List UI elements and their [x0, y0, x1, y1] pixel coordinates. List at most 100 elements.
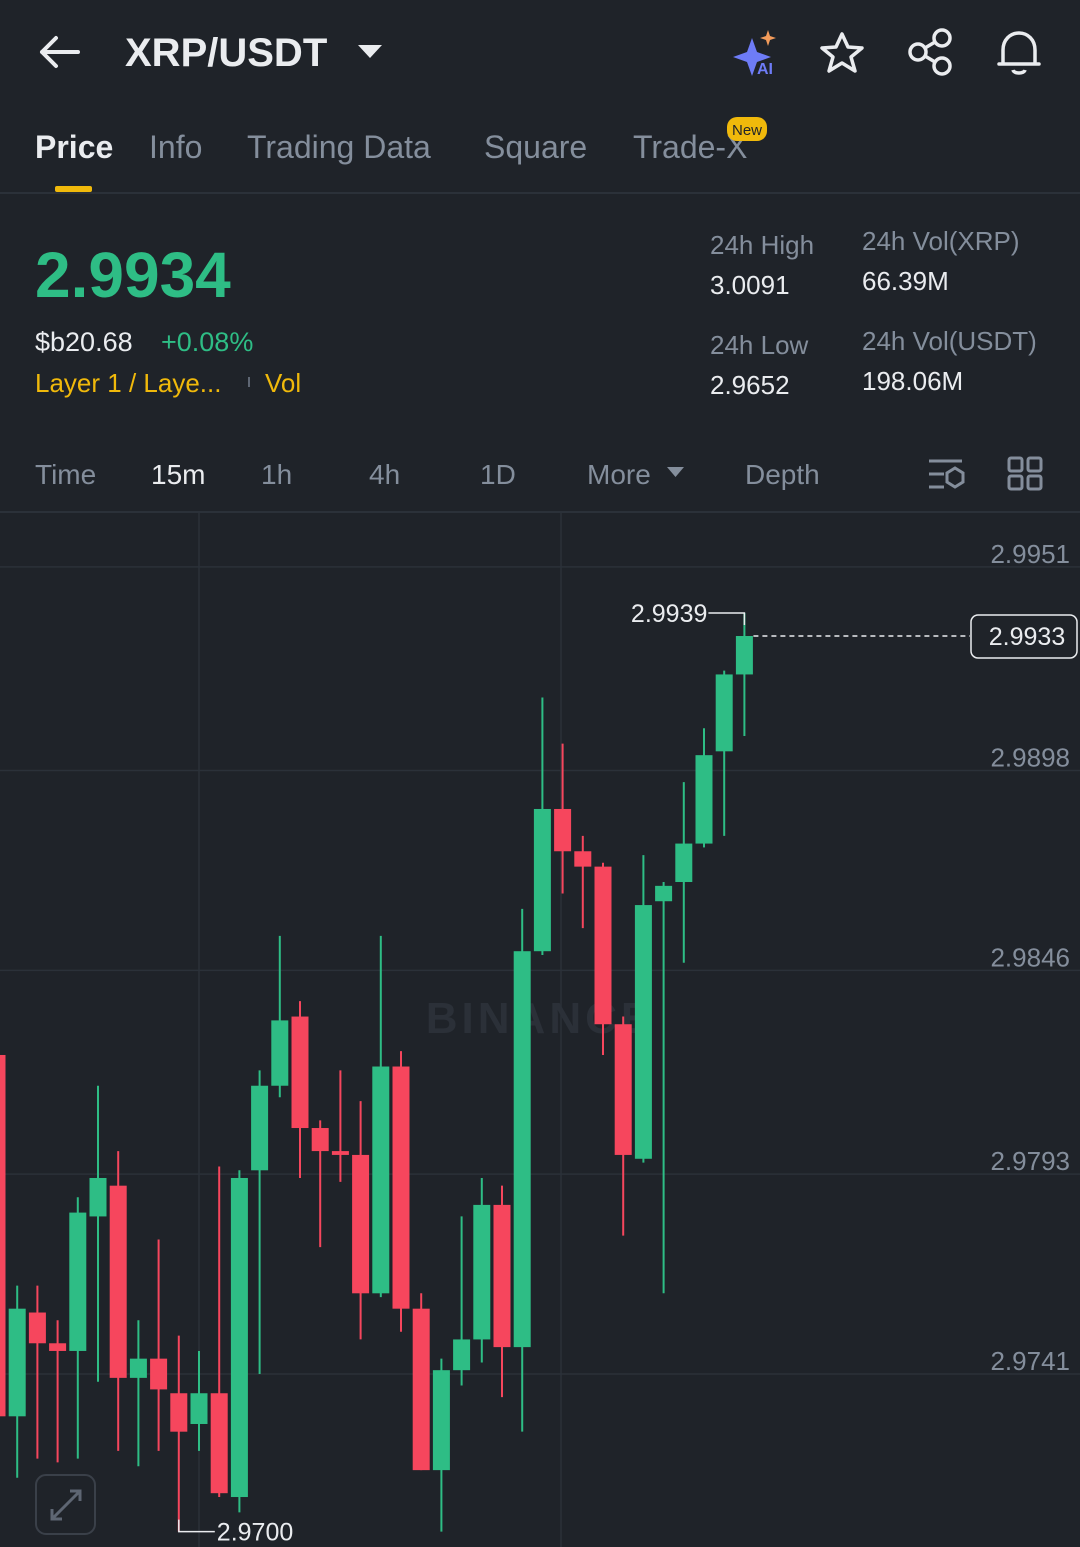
icon-cell — [1026, 474, 1043, 491]
tab-bar: Price Info Trading Data Square Trade-X — [35, 129, 747, 165]
expand-arrow — [50, 1489, 82, 1521]
icon-hex — [945, 466, 965, 489]
share-icon[interactable] — [908, 28, 952, 76]
candle-body — [735, 636, 753, 675]
stat-value: 2.9652 — [710, 370, 790, 400]
candle-body — [695, 755, 713, 844]
candle-body — [675, 843, 693, 883]
high-marker — [708, 612, 746, 625]
candle-body — [715, 674, 733, 752]
fullscreen-button[interactable] — [35, 1474, 96, 1535]
low-label: 2.9700 — [217, 1519, 293, 1547]
candle-body — [372, 1066, 390, 1294]
tab[interactable]: Trading Data — [247, 129, 431, 165]
stat-value: 198.06M — [862, 366, 963, 396]
share-node — [908, 42, 928, 62]
candle-body — [8, 1308, 26, 1417]
pair-title[interactable]: XRP/USDT — [125, 31, 327, 75]
last-price: 2.9934 — [35, 239, 231, 311]
interval[interactable]: 4h — [369, 459, 400, 490]
last-price-label: 2.9933 — [989, 623, 1065, 651]
interval[interactable]: Time — [35, 459, 96, 490]
candle-body — [574, 851, 592, 867]
candle-body — [28, 1312, 46, 1344]
candle-body — [311, 1128, 329, 1152]
stat-label: 24h Low — [710, 330, 809, 360]
candle-body — [513, 951, 531, 1348]
candle-body — [271, 1020, 289, 1086]
tab[interactable]: Info — [149, 129, 202, 165]
y-tick-label: 2.9951 — [990, 539, 1070, 569]
vol-tag[interactable]: Vol — [265, 368, 301, 398]
icon-cell — [1007, 474, 1024, 491]
share-link — [924, 40, 936, 64]
sector-tag[interactable]: Layer 1 / Laye... — [35, 368, 221, 398]
stats: 24h High 3.0091 24h Low 2.9652 24h Vol(XRP) 6… — [710, 226, 1037, 400]
candle-body — [594, 866, 612, 1025]
candle-body — [493, 1204, 511, 1348]
candle-body — [190, 1393, 208, 1424]
stat-label: 24h High — [710, 230, 814, 260]
stat-value: 3.0091 — [710, 270, 790, 300]
pair-dropdown[interactable] — [358, 45, 382, 58]
icon-lines — [929, 459, 962, 489]
interval[interactable]: 1D — [480, 459, 516, 490]
new-badge-text: New — [732, 122, 762, 139]
stat-label: 24h Vol(XRP) — [862, 226, 1020, 256]
candle-body — [392, 1066, 410, 1309]
favorite-icon[interactable] — [820, 32, 864, 73]
candle-body — [89, 1177, 107, 1217]
last-price-box — [970, 614, 1078, 659]
tab[interactable]: Price — [35, 129, 113, 165]
candle-body — [230, 1177, 248, 1498]
button-frame — [35, 1474, 96, 1535]
candle-body — [554, 808, 572, 852]
candle-body — [210, 1393, 228, 1494]
candle-body — [331, 1151, 349, 1155]
candle-body — [655, 885, 673, 902]
tab[interactable]: Square — [484, 129, 587, 165]
indicator-settings-icon[interactable] — [929, 459, 965, 489]
interval[interactable]: Depth — [745, 459, 820, 490]
icon-cell — [1007, 456, 1024, 473]
candle-body — [251, 1085, 269, 1171]
high-label: 2.9939 — [631, 600, 707, 628]
ai-star-small — [760, 30, 776, 46]
candle-body — [614, 1024, 632, 1155]
fiat-price: $b20.68 — [35, 327, 133, 357]
icon-cell — [1026, 456, 1043, 473]
y-tick-label: 2.9846 — [990, 942, 1070, 972]
candle-body — [453, 1339, 471, 1371]
new-badge — [727, 117, 767, 141]
interval-bar: Time 15m 1h 4h 1D More Depth — [35, 459, 820, 490]
ai-icon[interactable]: AI — [733, 30, 776, 78]
interval[interactable]: 1h — [261, 459, 292, 490]
y-tick-label: 2.9793 — [990, 1146, 1070, 1176]
y-tick-label: 2.9741 — [990, 1346, 1070, 1376]
candle-body — [473, 1204, 491, 1340]
more-dropdown[interactable] — [667, 467, 684, 477]
active-tab-indicator — [55, 186, 92, 192]
candle-body — [533, 808, 551, 952]
candle-body — [0, 1054, 6, 1417]
candle-body — [291, 1016, 309, 1129]
ai-label: AI — [757, 61, 773, 78]
layout-icon[interactable] — [1007, 456, 1043, 491]
candlestick-chart: BINANCE 2.9951 2.9898 2.9846 2.9793 2.9741 2.9… — [0, 539, 1080, 1547]
candle-body — [49, 1343, 67, 1351]
bell-clapper — [1011, 69, 1027, 75]
bell-body — [997, 31, 1041, 66]
back-button[interactable] — [40, 36, 80, 68]
interval[interactable]: 15m — [151, 459, 205, 490]
bell-icon[interactable] — [997, 31, 1041, 75]
share-node — [932, 28, 952, 48]
candle-body — [129, 1358, 147, 1378]
y-tick-label: 2.9898 — [990, 743, 1070, 773]
candle-body — [634, 905, 652, 1159]
price-change: +0.08% — [161, 327, 253, 357]
interval[interactable]: More — [587, 459, 651, 490]
candle-body — [432, 1370, 450, 1471]
share-node — [932, 56, 952, 76]
